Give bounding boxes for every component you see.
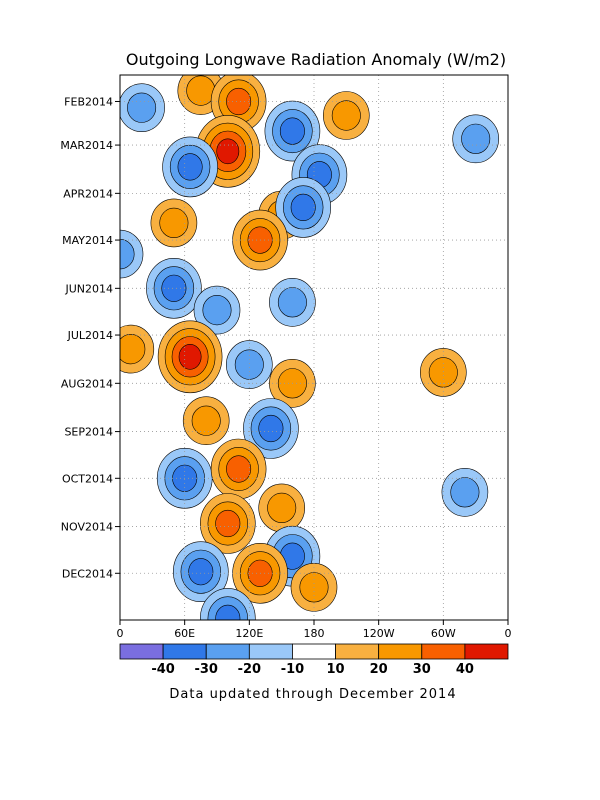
chart-title: Outgoing Longwave Radiation Anomaly (W/m… [126,50,506,69]
anomaly-negative [162,136,218,198]
colorbar-swatch [464,643,509,660]
anomaly-negative [200,588,256,620]
anomaly-negative [243,398,299,459]
y-tick-label: JUL2014 [67,329,113,342]
x-tick-label: 60W [431,627,456,640]
anomaly-positive [120,324,155,374]
anomaly-negative [120,83,165,132]
colorbar-label: -10 [281,662,305,677]
colorbar-swatch [119,643,164,660]
y-axis: FEB2014 MAR2014 APR2014 MAY2014 JUN2014 JUL20… [60,95,120,580]
y-tick-label: JUN2014 [64,282,113,295]
colorbar-label: -20 [238,662,262,677]
x-tick-label: 120E [235,627,263,640]
colorbar-swatch [335,643,380,660]
anomaly-negative [264,100,321,162]
anomaly-negative [269,277,316,327]
plot-area [120,75,508,620]
anomaly-positive [210,438,267,500]
x-tick-label: 0 [117,627,124,640]
anomaly-positive [200,493,256,554]
anomaly-positive [182,396,230,446]
anomaly-negative [452,114,500,164]
colorbar-label: 20 [370,662,388,677]
colorbar: -40 -30 -20 -10 10 20 30 40 [119,643,509,677]
grid-lines [120,75,508,620]
anomaly-negative [120,229,144,279]
y-tick-label: MAY2014 [62,234,113,247]
anomaly-negative [173,541,229,603]
y-tick-label: APR2014 [63,187,113,200]
anomaly-negative [146,257,202,319]
y-tick-label: NOV2014 [61,521,113,534]
colorbar-swatch [378,643,423,660]
colorbar-label: -30 [194,662,218,677]
y-tick-label: OCT2014 [62,472,113,485]
colorbar-label: -40 [151,662,175,677]
anomaly-negative [441,467,489,517]
y-tick-label: AUG2014 [61,377,113,390]
anomaly-positive [258,483,306,533]
anomaly-positive [150,198,198,248]
x-axis: 0 60E 120E 180 120W 60W 0 [117,620,512,640]
colorbar-label: 40 [456,662,474,677]
x-tick-label: 180 [304,627,325,640]
x-tick-label: 120W [363,627,395,640]
colorbar-swatch [292,643,336,660]
colorbar-swatch [162,643,207,660]
y-tick-label: DEC2014 [62,567,113,580]
anomaly-negative [275,177,332,238]
anomaly-field [120,75,500,620]
colorbar-label: 30 [413,662,431,677]
anomaly-negative [226,340,273,389]
y-tick-label: SEP2014 [64,426,113,439]
colorbar-swatch [248,643,293,660]
y-tick-label: FEB2014 [64,95,113,108]
anomaly-negative [193,285,241,335]
update-note: Data updated through December 2014 [169,687,456,702]
colorbar-label: 10 [327,662,345,677]
x-tick-label: 60E [174,627,195,640]
colorbar-swatch [421,643,466,660]
anomaly-positive [322,91,370,140]
colorbar-swatch [205,643,250,660]
y-tick-label: MAR2014 [60,139,113,152]
x-tick-label: 0 [505,627,512,640]
anomaly-positive [157,320,223,394]
